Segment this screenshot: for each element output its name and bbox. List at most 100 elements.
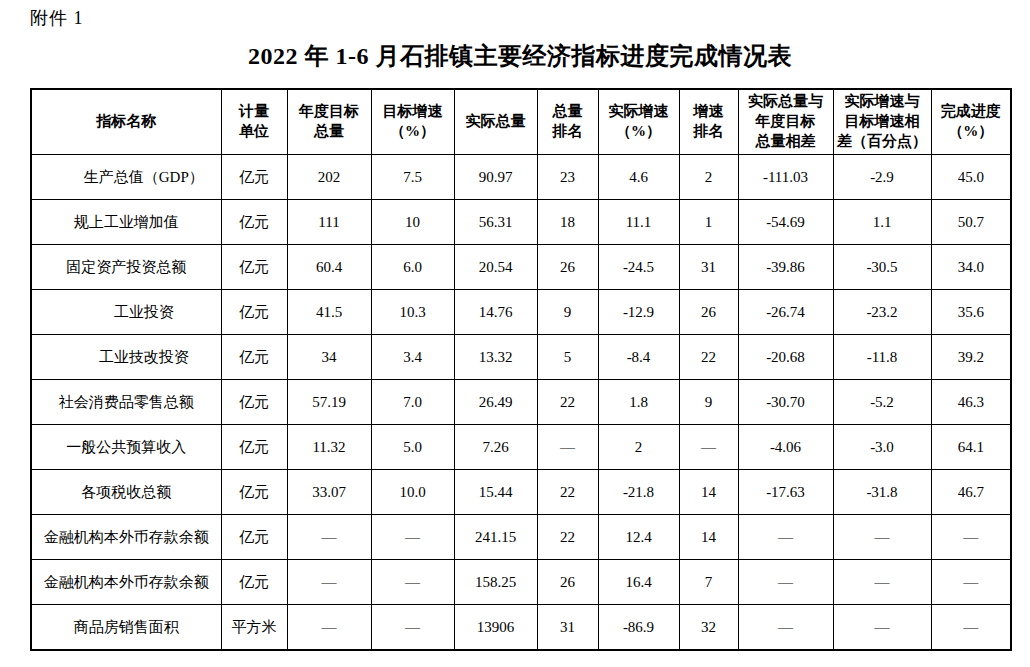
table-row: 金融机构本外币存款余额亿元——241.152212.414——— — [31, 515, 1011, 560]
table-cell: 22 — [679, 335, 738, 380]
table-cell: -4.06 — [738, 425, 833, 470]
table-cell: 23 — [537, 155, 598, 200]
table-cell: 41.5 — [287, 290, 371, 335]
table-cell: 14 — [679, 470, 738, 515]
table-cell: 平方米 — [221, 605, 287, 651]
table-row: 固定资产投资总额亿元60.46.020.5426-24.531-39.86-30… — [31, 245, 1011, 290]
page-title: 2022 年 1-6 月石排镇主要经济指标进度完成情况表 — [0, 40, 1030, 72]
table-cell: 202 — [287, 155, 371, 200]
table-cell: 14.76 — [454, 290, 537, 335]
table-cell: 2 — [598, 425, 679, 470]
row-label: 固定资产投资总额 — [31, 245, 221, 290]
table-cell: -3.0 — [833, 425, 931, 470]
table-cell: — — [371, 515, 454, 560]
table-cell: 7.26 — [454, 425, 537, 470]
table-cell: 9 — [537, 290, 598, 335]
row-label: 商品房销售面积 — [31, 605, 221, 651]
table-cell: 5.0 — [371, 425, 454, 470]
table-cell: — — [738, 560, 833, 605]
table-cell: — — [287, 560, 371, 605]
table-cell: 46.3 — [931, 380, 1011, 425]
attachment-label: 附件 1 — [30, 6, 84, 30]
table-cell: 3.4 — [371, 335, 454, 380]
row-label: 工业技改投资 — [31, 335, 221, 380]
table-header-row: 指标名称计量 单位年度目标 总量目标增速 （%）实际总量总量 排名实际增速 （%… — [31, 89, 1011, 155]
column-header-unit: 计量 单位 — [221, 89, 287, 155]
table-cell: -23.2 — [833, 290, 931, 335]
table-cell: 10.3 — [371, 290, 454, 335]
table-cell: 1.1 — [833, 200, 931, 245]
table-cell: — — [833, 515, 931, 560]
table-row: 社会消费品零售总额亿元57.197.026.49221.89-30.70-5.2… — [31, 380, 1011, 425]
table-cell: 5 — [537, 335, 598, 380]
table-cell: -8.4 — [598, 335, 679, 380]
column-header-completion-progress: 完成进度 （%） — [931, 89, 1011, 155]
table-cell: — — [287, 515, 371, 560]
table-cell: -20.68 — [738, 335, 833, 380]
column-header-annual-target-total: 年度目标 总量 — [287, 89, 371, 155]
column-header-actual-vs-target-growth-diff: 实际增速与 目标增速相 差（百分点） — [833, 89, 931, 155]
table-cell: — — [738, 515, 833, 560]
table-cell: — — [931, 560, 1011, 605]
table-cell: 13.32 — [454, 335, 537, 380]
column-header-actual-growth: 实际增速 （%） — [598, 89, 679, 155]
table-cell: 亿元 — [221, 290, 287, 335]
table-cell: — — [931, 515, 1011, 560]
table-row: 商品房销售面积平方米——1390631-86.932——— — [31, 605, 1011, 651]
table-cell: — — [931, 605, 1011, 651]
row-label: 生产总值（GDP） — [31, 155, 221, 200]
table-cell: — — [287, 605, 371, 651]
table-cell: -111.03 — [738, 155, 833, 200]
table-row: 一般公共预算收入亿元11.325.07.26—2—-4.06-3.064.1 — [31, 425, 1011, 470]
table-cell: — — [833, 605, 931, 651]
table-cell: -26.74 — [738, 290, 833, 335]
table-cell: 1.8 — [598, 380, 679, 425]
table-cell: 10 — [371, 200, 454, 245]
table-cell: 50.7 — [931, 200, 1011, 245]
table-cell: 9 — [679, 380, 738, 425]
table-row: 工业投资亿元41.510.314.769-12.926-26.74-23.235… — [31, 290, 1011, 335]
table-cell: 60.4 — [287, 245, 371, 290]
table-cell: 22 — [537, 380, 598, 425]
table-cell: 56.31 — [454, 200, 537, 245]
table-cell: 亿元 — [221, 425, 287, 470]
row-label: 金融机构本外币存款余额 — [31, 515, 221, 560]
row-label: 一般公共预算收入 — [31, 425, 221, 470]
table-cell: 16.4 — [598, 560, 679, 605]
table-cell: 14 — [679, 515, 738, 560]
table-cell: 亿元 — [221, 560, 287, 605]
table-cell: -31.8 — [833, 470, 931, 515]
table-row: 生产总值（GDP）亿元2027.590.97234.62-111.03-2.94… — [31, 155, 1011, 200]
table-cell: 241.15 — [454, 515, 537, 560]
row-label: 工业投资 — [31, 290, 221, 335]
table-cell: 18 — [537, 200, 598, 245]
table-cell: 57.19 — [287, 380, 371, 425]
table-cell: 亿元 — [221, 200, 287, 245]
table-row: 工业技改投资亿元343.413.325-8.422-20.68-11.839.2 — [31, 335, 1011, 380]
column-header-actual-total: 实际总量 — [454, 89, 537, 155]
column-header-total-rank: 总量 排名 — [537, 89, 598, 155]
table-cell: 亿元 — [221, 245, 287, 290]
table-cell: 20.54 — [454, 245, 537, 290]
row-label: 各项税收总额 — [31, 470, 221, 515]
table-cell: 10.0 — [371, 470, 454, 515]
table-row: 金融机构本外币存款余额亿元——158.252616.47——— — [31, 560, 1011, 605]
column-header-growth-rank: 增速 排名 — [679, 89, 738, 155]
table-cell: 26 — [679, 290, 738, 335]
table-cell: -17.63 — [738, 470, 833, 515]
row-label: 金融机构本外币存款余额 — [31, 560, 221, 605]
table-cell: -11.8 — [833, 335, 931, 380]
table-cell: 22 — [537, 515, 598, 560]
column-header-target-growth: 目标增速 （%） — [371, 89, 454, 155]
table-cell: -2.9 — [833, 155, 931, 200]
table-cell: 22 — [537, 470, 598, 515]
table-cell: 90.97 — [454, 155, 537, 200]
table-cell: -24.5 — [598, 245, 679, 290]
table-cell: 34.0 — [931, 245, 1011, 290]
table-cell: 26 — [537, 560, 598, 605]
table-cell: 111 — [287, 200, 371, 245]
table-cell: 35.6 — [931, 290, 1011, 335]
row-label: 规上工业增加值 — [31, 200, 221, 245]
table-cell: 46.7 — [931, 470, 1011, 515]
table-cell: -54.69 — [738, 200, 833, 245]
